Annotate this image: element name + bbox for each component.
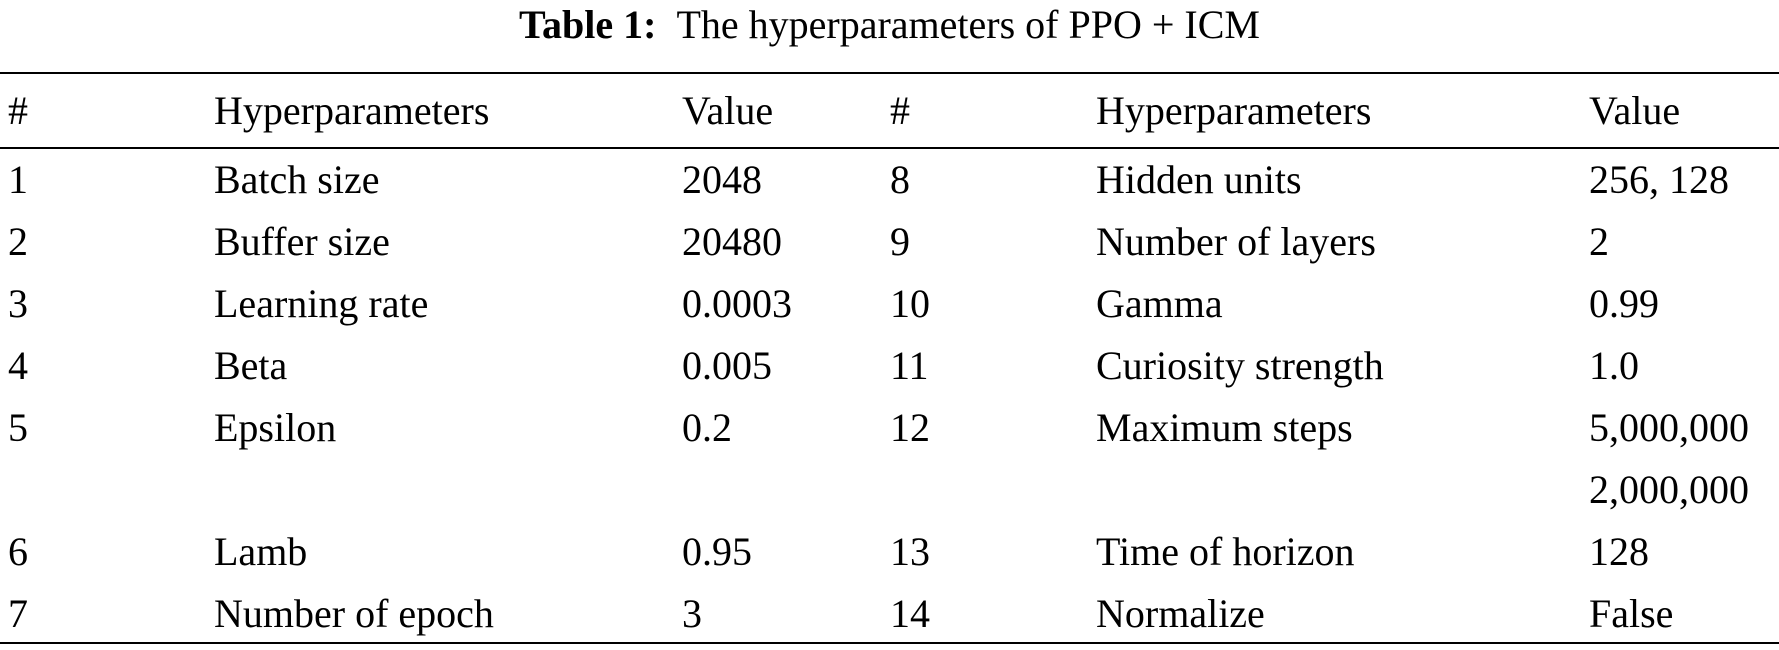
cell-index: 11 (890, 343, 929, 388)
hyperparameters-table: # Hyperparameters Value # Hyperparameter… (0, 74, 1779, 645)
cell-value: 0.0003 (682, 281, 792, 326)
table-header-rule (0, 147, 1779, 149)
cell-index: 3 (8, 281, 28, 326)
cell-value: 0.005 (682, 343, 772, 388)
table-top-rule (0, 72, 1779, 74)
cell-hyperparameter: Beta (214, 343, 288, 388)
cell-hyperparameter: Curiosity strength (1096, 343, 1384, 388)
cell-hyperparameter: Batch size (214, 157, 380, 202)
table-caption: Table 1: The hyperparameters of PPO + IC… (0, 0, 1779, 49)
cell-value: 20480 (682, 219, 782, 264)
cell-value: 2048 (682, 157, 762, 202)
table-row: 4 Beta 0.005 11 Curiosity strength 1.0 (0, 335, 1779, 397)
cell-value: 0.95 (682, 529, 752, 574)
table-row: 5 Epsilon 0.2 12 Maximum steps 5,000,000… (0, 397, 1779, 521)
table-row: 6 Lamb 0.95 13 Time of horizon 128 (0, 521, 1779, 583)
table-caption-title: The hyperparameters of PPO + ICM (676, 2, 1260, 47)
table-row: 2 Buffer size 20480 9 Number of layers 2 (0, 211, 1779, 273)
cell-value: False (1589, 591, 1674, 636)
cell-value-line: 2,000,000 (1589, 467, 1749, 512)
table-bottom-rule (0, 642, 1779, 644)
cell-value: 0.99 (1589, 281, 1659, 326)
column-header-value-right: Value (1589, 88, 1681, 133)
cell-index: 14 (890, 591, 930, 636)
column-header-index-left: # (8, 88, 28, 133)
cell-hyperparameter: Buffer size (214, 219, 390, 264)
table-header-row: # Hyperparameters Value # Hyperparameter… (0, 74, 1779, 148)
column-header-hyperparameters-right: Hyperparameters (1096, 88, 1372, 133)
cell-index: 9 (890, 219, 910, 264)
cell-index: 6 (8, 529, 28, 574)
table-row: 7 Number of epoch 3 14 Normalize False (0, 583, 1779, 645)
cell-index: 5 (8, 405, 28, 450)
cell-hyperparameter: Gamma (1096, 281, 1223, 326)
cell-value: 1.0 (1589, 343, 1639, 388)
cell-index: 12 (890, 405, 930, 450)
column-header-value-left: Value (682, 88, 774, 133)
cell-hyperparameter: Lamb (214, 529, 308, 574)
table-header: # Hyperparameters Value # Hyperparameter… (0, 74, 1779, 148)
column-header-index-right: # (890, 88, 910, 133)
cell-hyperparameter: Number of epoch (214, 591, 494, 636)
cell-value-multiline: 5,000,000 2,000,000 (1589, 397, 1779, 521)
cell-index: 8 (890, 157, 910, 202)
table-row: 1 Batch size 2048 8 Hidden units 256, 12… (0, 148, 1779, 211)
cell-value-line: 5,000,000 (1589, 405, 1749, 450)
cell-value: 128 (1589, 529, 1649, 574)
cell-hyperparameter: Number of layers (1096, 219, 1376, 264)
cell-value: 2 (1589, 219, 1609, 264)
cell-index: 2 (8, 219, 28, 264)
cell-hyperparameter: Epsilon (214, 405, 337, 450)
cell-value: 3 (682, 591, 702, 636)
cell-index: 13 (890, 529, 930, 574)
caption-spacer (656, 2, 676, 47)
cell-value: 256, 128 (1589, 157, 1729, 202)
cell-hyperparameter: Time of horizon (1096, 529, 1355, 574)
cell-index: 1 (8, 157, 28, 202)
cell-hyperparameter: Learning rate (214, 281, 429, 326)
cell-index: 10 (890, 281, 930, 326)
cell-hyperparameter: Normalize (1096, 591, 1265, 636)
table-row: 3 Learning rate 0.0003 10 Gamma 0.99 (0, 273, 1779, 335)
cell-value: 0.2 (682, 405, 732, 450)
cell-index: 7 (8, 591, 28, 636)
cell-hyperparameter: Hidden units (1096, 157, 1302, 202)
column-header-hyperparameters-left: Hyperparameters (214, 88, 490, 133)
cell-hyperparameter: Maximum steps (1096, 405, 1353, 450)
table-body: 1 Batch size 2048 8 Hidden units 256, 12… (0, 148, 1779, 645)
table-caption-label: Table 1: (519, 2, 657, 47)
cell-index: 4 (8, 343, 28, 388)
